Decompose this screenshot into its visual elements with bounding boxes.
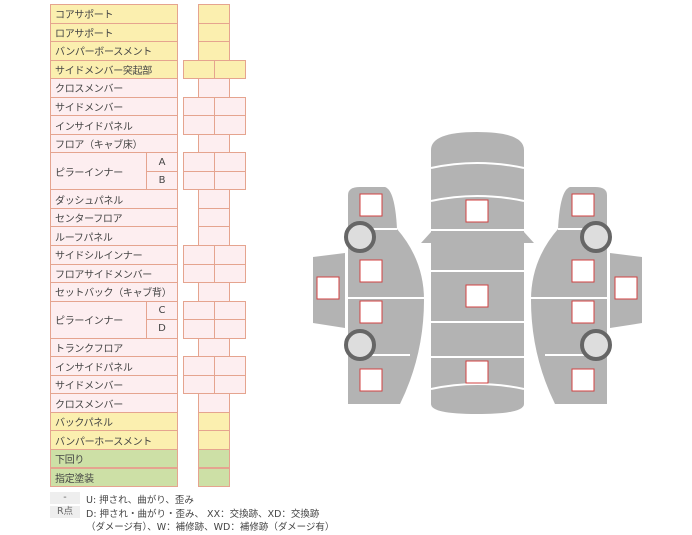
check-cell-right[interactable] [214, 319, 246, 339]
row-label: ピラーインナー [50, 152, 147, 191]
damage-marker[interactable] [359, 368, 383, 392]
legend-key-dash: - [50, 492, 80, 504]
legend-text-u: U: 押され、曲がり、歪み [86, 495, 194, 506]
legend-text-d: D: 押され・曲がり・歪み、 XX：交換跡、XD：交換跡 [86, 509, 320, 520]
damage-marker[interactable] [465, 360, 489, 384]
check-cell[interactable] [198, 467, 230, 488]
damage-marker[interactable] [359, 193, 383, 217]
damage-marker[interactable] [571, 368, 595, 392]
wheels [344, 221, 612, 361]
damage-marker[interactable] [465, 284, 489, 308]
damage-marker[interactable] [359, 300, 383, 324]
damage-marker[interactable] [571, 259, 595, 283]
row-label: ピラーインナー [50, 300, 147, 339]
check-cell-right[interactable] [214, 59, 246, 80]
legend-text-w: （ダメージ有）、W：補修跡、WD：補修跡（ダメージ有） [86, 522, 335, 533]
row-label: 指定塗装 [50, 467, 178, 488]
check-cell-right[interactable] [214, 170, 246, 191]
check-cell-right[interactable] [214, 263, 246, 284]
damage-marker[interactable] [571, 193, 595, 217]
damage-marker[interactable] [465, 199, 489, 223]
check-cell-right[interactable] [214, 374, 246, 395]
check-cell-right[interactable] [214, 115, 246, 135]
damage-marker[interactable] [316, 276, 340, 300]
legend-key-r: R点 [50, 506, 80, 518]
damage-marker[interactable] [571, 300, 595, 324]
damage-marker[interactable] [359, 259, 383, 283]
damage-marker[interactable] [614, 276, 638, 300]
